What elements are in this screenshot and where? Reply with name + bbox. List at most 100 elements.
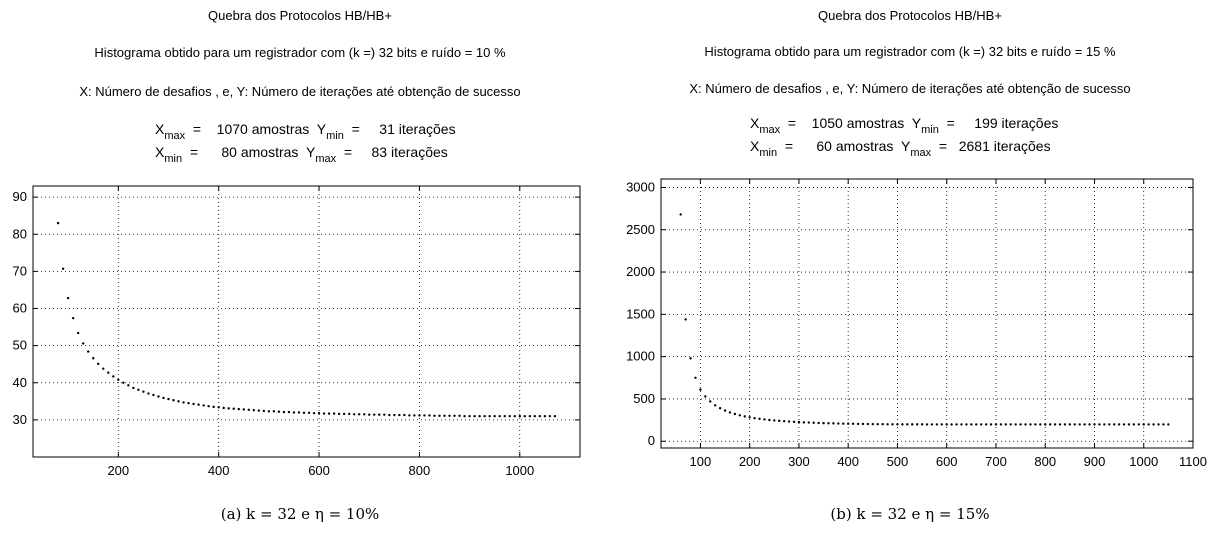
y-tick-label: 70 <box>13 263 27 278</box>
data-point <box>237 407 240 411</box>
data-point <box>332 412 336 415</box>
data-point <box>488 414 491 418</box>
data-point <box>1152 423 1155 426</box>
data-point <box>368 413 371 416</box>
data-point <box>748 416 751 419</box>
y-tick-label: 2000 <box>626 264 655 279</box>
data-point <box>1093 423 1096 426</box>
data-point <box>81 342 85 345</box>
data-point <box>322 412 326 415</box>
data-point <box>543 414 547 418</box>
data-point <box>112 375 115 378</box>
data-point <box>896 423 899 426</box>
data-point <box>989 423 993 426</box>
plot-a: 200 400 600 800 1000 30 40 50 60 70 80 90 <box>13 185 581 478</box>
data-point <box>979 423 983 426</box>
data-point <box>443 414 446 417</box>
data-point <box>408 414 411 417</box>
data-point <box>327 412 331 415</box>
plot-frame <box>32 185 581 458</box>
data-point <box>76 331 80 335</box>
data-point <box>728 411 732 414</box>
y-tick-label: 3000 <box>626 179 655 194</box>
plot-frame <box>660 178 1194 449</box>
data-point <box>242 408 245 411</box>
data-point <box>856 422 860 426</box>
data-point <box>1157 423 1160 426</box>
data-point <box>202 404 205 407</box>
data-point <box>418 414 421 417</box>
data-point <box>247 408 250 412</box>
data-point <box>925 423 929 426</box>
x-tick-label: 200 <box>739 454 761 469</box>
data-point <box>846 422 850 425</box>
x-tick-label: 400 <box>208 463 230 478</box>
data-point <box>137 388 140 392</box>
data-point <box>292 411 296 414</box>
y-tick-label: 90 <box>13 189 27 204</box>
data-point <box>891 423 894 426</box>
data-point <box>252 409 256 412</box>
data-point <box>212 405 215 409</box>
data-point <box>1162 423 1165 426</box>
data-point <box>866 422 870 426</box>
data-point <box>1024 423 1027 426</box>
x-tick-label: 700 <box>985 454 1007 469</box>
data-point <box>473 414 476 418</box>
data-point <box>1167 423 1170 426</box>
data-point <box>342 412 346 416</box>
data-point <box>1029 423 1032 426</box>
data-point <box>871 422 875 426</box>
data-point <box>1132 423 1136 426</box>
data-point <box>357 413 361 416</box>
chart-title: Quebra dos Protocolos HB/HB+ <box>208 8 392 23</box>
data-point <box>337 412 341 416</box>
data-point <box>312 411 316 415</box>
data-point <box>1112 423 1116 426</box>
data-point <box>1147 423 1150 426</box>
data-point <box>347 412 351 416</box>
data-point <box>533 414 537 418</box>
data-point <box>758 417 761 421</box>
y-tick-label: 60 <box>13 301 27 316</box>
data-point <box>984 423 988 426</box>
data-point <box>797 420 801 424</box>
data-point <box>802 421 806 424</box>
data-point <box>378 413 381 416</box>
data-point <box>523 414 526 418</box>
data-point <box>738 414 742 417</box>
data-point <box>1098 423 1101 426</box>
data-point <box>876 422 879 426</box>
data-point <box>207 404 210 408</box>
chart-title: Quebra dos Protocolos HB/HB+ <box>818 8 1002 23</box>
data-point <box>1034 423 1037 426</box>
x-tick-label: 900 <box>1084 454 1106 469</box>
data-point <box>792 420 796 424</box>
y-tick-label: 0 <box>648 433 655 448</box>
data-point <box>132 386 135 390</box>
data-point <box>861 422 865 426</box>
x-tick-label: 100 <box>690 454 712 469</box>
data-point <box>122 381 125 384</box>
axes-note: X: Número de desafios , e, Y: Número de … <box>689 81 1131 96</box>
data-point <box>940 423 943 426</box>
data-point <box>842 422 845 425</box>
data-point <box>851 422 855 426</box>
stats-row-1: Xmax = 1050 amostras Ymin = 199 iteraçõe… <box>750 115 1059 136</box>
data-point <box>162 396 165 400</box>
data-point <box>127 384 130 387</box>
data-point <box>950 423 953 426</box>
data-point <box>935 423 939 426</box>
data-point <box>1073 423 1076 426</box>
panel-b: Quebra dos Protocolos HB/HB+ Histograma … <box>605 0 1215 535</box>
data-point <box>773 419 776 422</box>
data-point <box>227 407 230 410</box>
data-point <box>282 410 286 414</box>
panel-a: Quebra dos Protocolos HB/HB+ Histograma … <box>0 0 600 535</box>
data-point <box>1058 423 1062 426</box>
x-tick-label: 600 <box>936 454 958 469</box>
data-point <box>257 409 261 412</box>
data-point <box>413 414 416 417</box>
data-point <box>538 414 542 418</box>
x-tick-label: 200 <box>107 463 129 478</box>
